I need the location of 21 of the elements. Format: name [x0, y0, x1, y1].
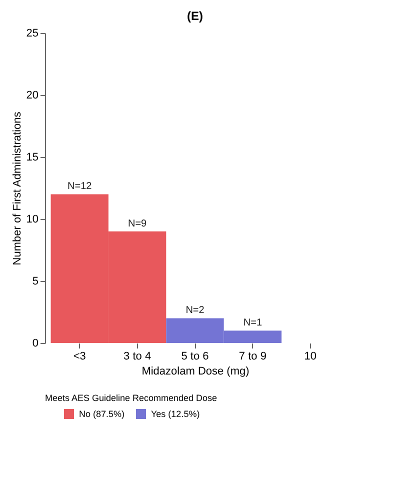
y-axis-title: Number of First Administrations [11, 111, 24, 266]
y-tick-label: 20 [26, 90, 38, 102]
x-axis-title: Midazolam Dose (mg) [142, 366, 250, 378]
y-tick-label: 5 [32, 276, 38, 288]
legend-label: No (87.5%) [79, 409, 125, 419]
x-tick-label: <3 [73, 350, 86, 362]
y-tick-label: 10 [26, 214, 38, 226]
x-tick-label: 10 [304, 350, 317, 362]
y-tick-label: 0 [32, 338, 38, 350]
data-label: N=12 [68, 181, 92, 192]
x-tick-label: 7 to 9 [238, 350, 266, 362]
y-tick-label: 25 [26, 28, 38, 40]
chart-title: (E) [187, 9, 203, 23]
data-label: N=2 [186, 305, 205, 316]
legend-title: Meets AES Guideline Recommended Dose [44, 393, 218, 403]
data-label: N=9 [128, 218, 148, 230]
data-label: N=1 [243, 318, 262, 329]
x-tick-label: 5 to 6 [181, 350, 209, 362]
x-tick-label: 3 to 4 [124, 350, 152, 362]
legend-label: Yes (12.5%) [151, 409, 200, 419]
y-tick-label: 15 [26, 152, 38, 164]
